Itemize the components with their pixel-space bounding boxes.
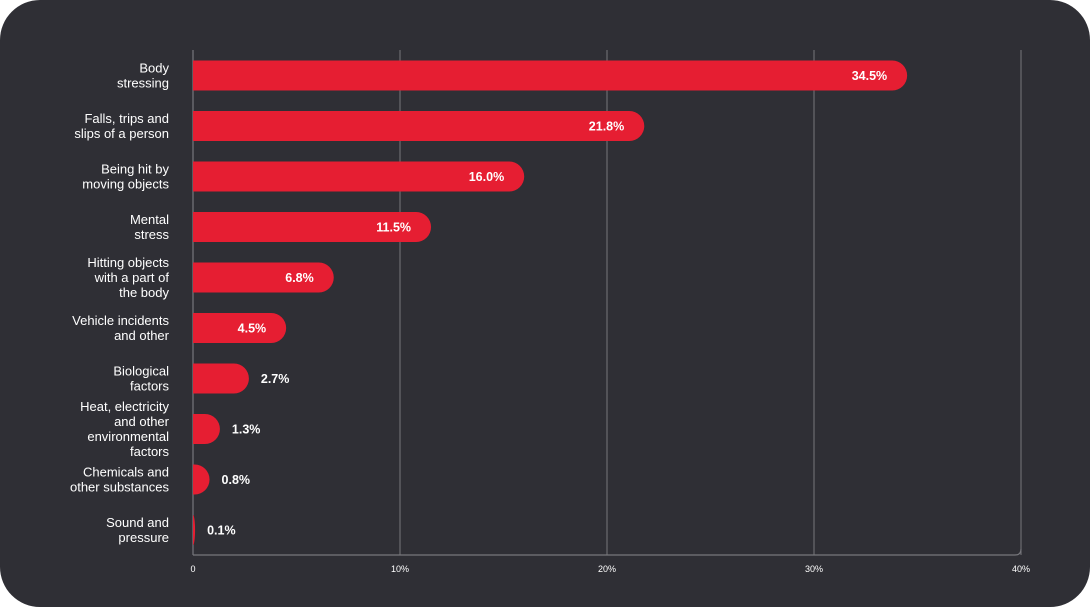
x-tick-label: 10% bbox=[391, 564, 409, 574]
category-label: Chemicals and other substances bbox=[70, 465, 170, 495]
category-label: Sound and pressure bbox=[106, 515, 169, 545]
data-label: 2.7% bbox=[261, 372, 290, 386]
bar bbox=[193, 363, 249, 394]
category-label: Falls, trips and slips of a person bbox=[74, 111, 169, 141]
category-label: Biological factors bbox=[113, 364, 169, 394]
data-label: 4.5% bbox=[238, 322, 267, 336]
data-label: 1.3% bbox=[232, 423, 261, 437]
data-label: 11.5% bbox=[376, 221, 411, 235]
data-label: 21.8% bbox=[589, 120, 624, 134]
data-label: 34.5% bbox=[852, 69, 887, 83]
bar bbox=[193, 161, 525, 192]
x-tick-label: 40% bbox=[1012, 564, 1030, 574]
category-label: Hitting objects with a part of the body bbox=[87, 255, 169, 300]
category-label: Being hit by moving objects bbox=[82, 162, 169, 192]
bar bbox=[193, 515, 196, 545]
category-label: Body stressing bbox=[117, 61, 170, 91]
x-tick-label: 30% bbox=[805, 564, 823, 574]
data-label: 0.1% bbox=[207, 524, 236, 538]
category-label: Mental stress bbox=[130, 212, 170, 242]
bar bbox=[193, 414, 220, 444]
data-label: 0.8% bbox=[222, 473, 251, 487]
bar bbox=[193, 313, 287, 343]
category-label: Vehicle incidents and other bbox=[72, 313, 170, 343]
data-label: 16.0% bbox=[469, 170, 504, 184]
bar bbox=[193, 111, 645, 141]
data-label: 6.8% bbox=[285, 271, 314, 285]
x-tick-label: 0 bbox=[190, 564, 195, 574]
bar bbox=[193, 262, 334, 293]
bar bbox=[193, 60, 908, 91]
bar bbox=[193, 464, 210, 495]
x-tick-label: 20% bbox=[598, 564, 616, 574]
x-axis-line bbox=[193, 548, 1022, 556]
category-label: Heat, electricity and other environmental f… bbox=[80, 399, 170, 459]
bar bbox=[193, 212, 432, 242]
